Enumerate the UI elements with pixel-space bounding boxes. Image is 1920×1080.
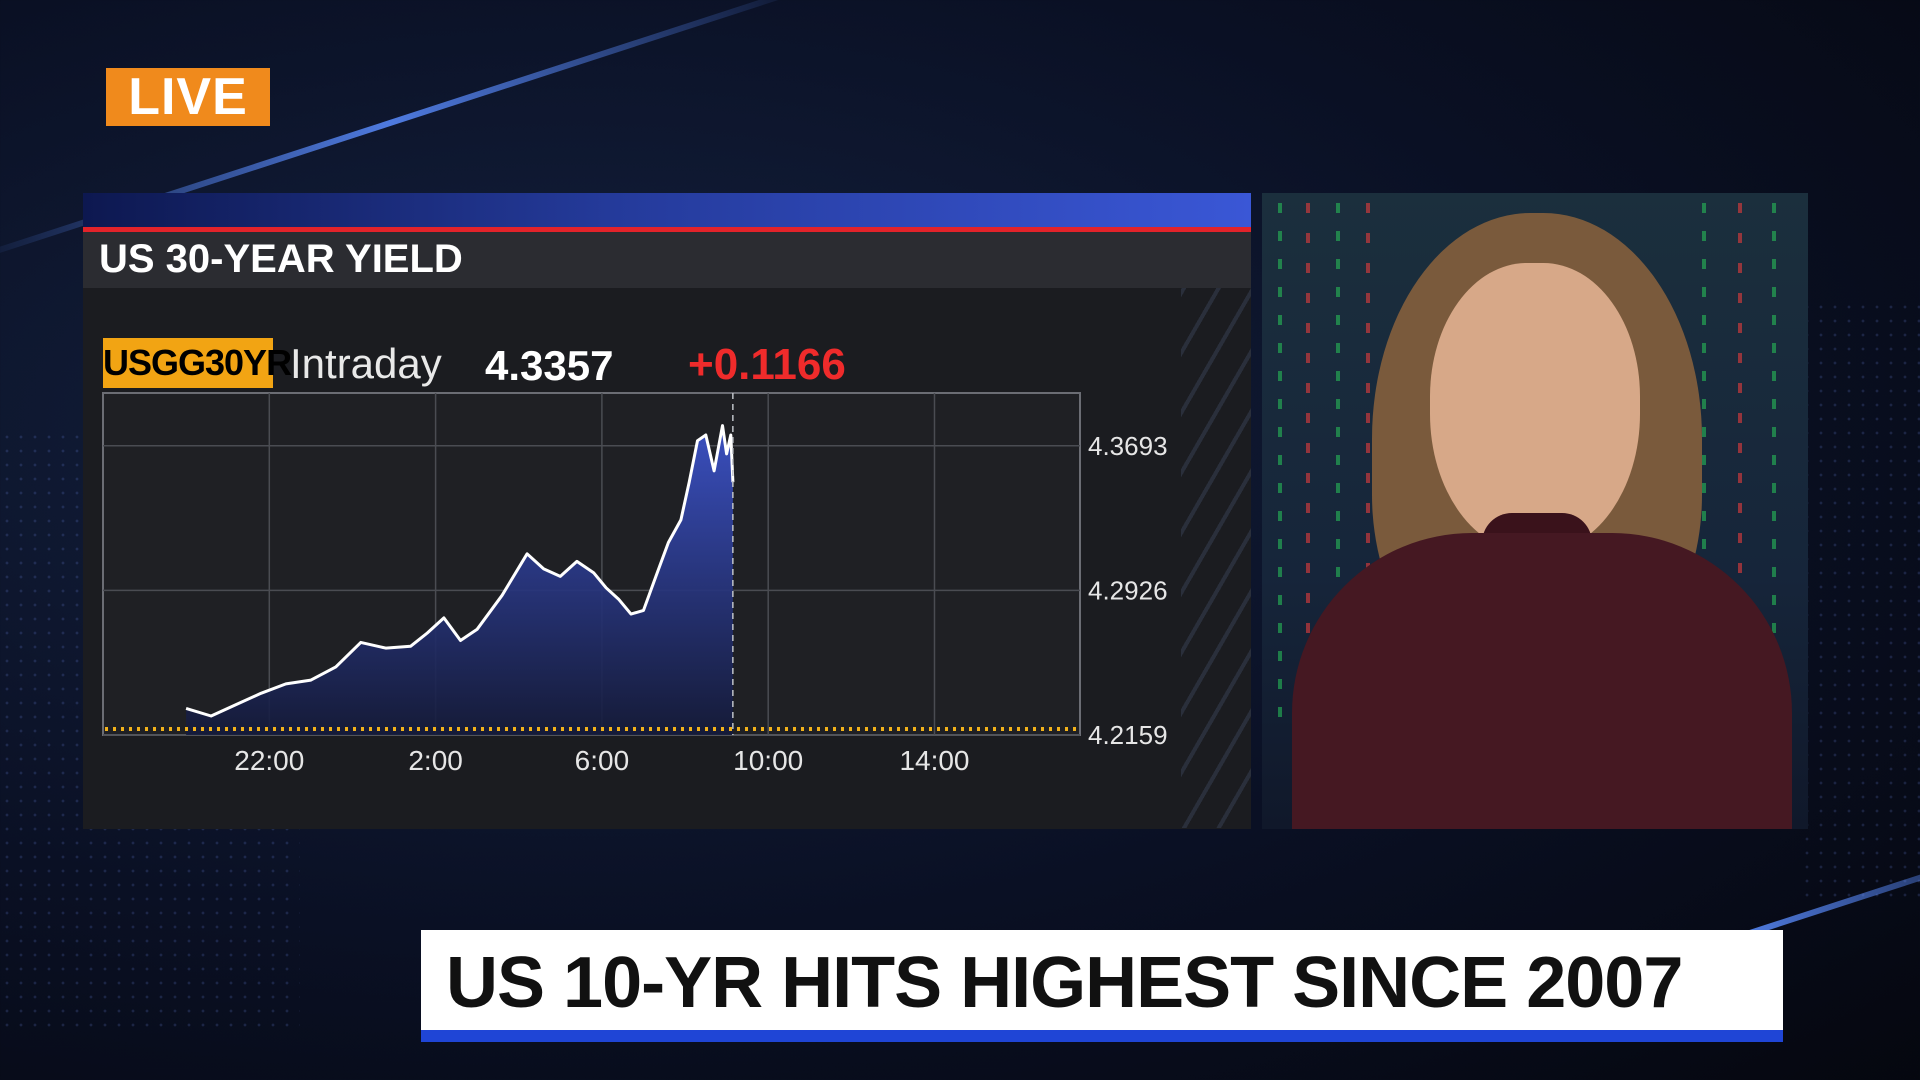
ticker-badge: USGG30YR <box>103 338 292 388</box>
x-tick-label: 22:00 <box>234 745 304 776</box>
x-tick-label: 14:00 <box>899 745 969 776</box>
chart-title: US 30-YEAR YIELD <box>99 237 463 281</box>
panel-red-rule <box>83 227 1251 232</box>
last-value: 4.3357 <box>485 342 614 389</box>
headline-accent-bar <box>421 1030 1783 1042</box>
panel-top-stripe <box>83 193 1251 227</box>
presenter-video <box>1262 193 1808 829</box>
background-dot-pattern <box>1800 300 1920 900</box>
presenter-face <box>1430 263 1640 553</box>
series-line <box>185 424 735 718</box>
panel-diagonal-pattern <box>1181 288 1251 828</box>
y-tick-label: 4.2159 <box>1088 720 1168 750</box>
y-tick-label: 4.3693 <box>1088 431 1168 461</box>
x-tick-label: 2:00 <box>408 745 463 776</box>
presenter-body <box>1292 533 1792 829</box>
change-value: +0.1166 <box>688 340 846 389</box>
live-badge: LIVE <box>106 68 270 126</box>
series-area <box>186 425 733 735</box>
headline-bar <box>421 930 1783 1030</box>
y-tick-label: 4.2926 <box>1088 575 1168 605</box>
x-tick-label: 6:00 <box>575 745 630 776</box>
headline-text: US 10-YR HITS HIGHEST SINCE 2007 <box>446 943 1683 1023</box>
chart-period-label: Intraday <box>290 340 442 387</box>
x-tick-label: 10:00 <box>733 745 803 776</box>
panel-title-bar <box>83 232 1251 288</box>
